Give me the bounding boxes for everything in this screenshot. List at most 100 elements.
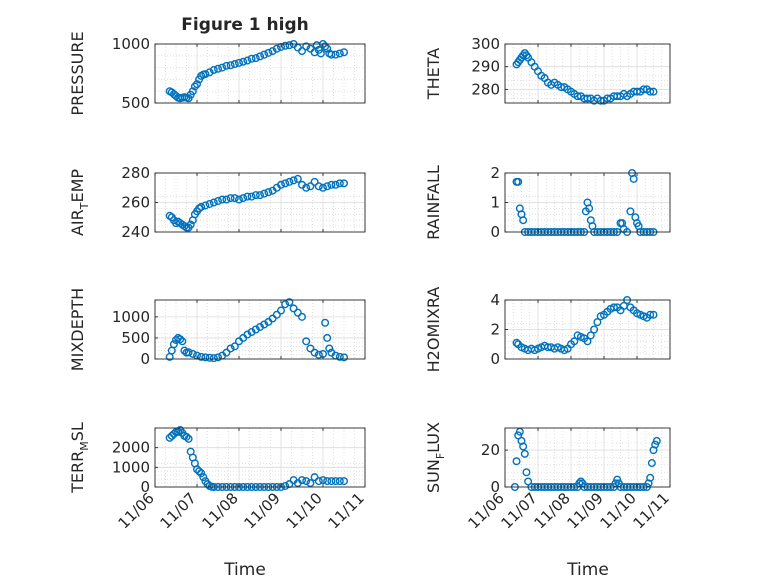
data-point bbox=[218, 63, 227, 72]
data-point bbox=[340, 477, 349, 486]
data-point bbox=[310, 177, 319, 186]
x-tick-label: 11/07 bbox=[498, 489, 541, 532]
data-point bbox=[209, 198, 218, 207]
data-point bbox=[199, 473, 208, 482]
data-point bbox=[613, 475, 622, 484]
data-point bbox=[613, 92, 622, 101]
data-point bbox=[298, 312, 307, 321]
data-point bbox=[243, 56, 252, 65]
data-point bbox=[230, 342, 239, 351]
axes-5: 0 500 1000 MIXDEPTH bbox=[68, 288, 366, 371]
x-axis-label-right: Time bbox=[566, 560, 609, 580]
y-tick-label: 4 bbox=[490, 291, 500, 309]
axes-1: 500 1000 PRESSURE bbox=[68, 31, 366, 116]
data-point bbox=[585, 204, 594, 213]
y-tick-label: 1 bbox=[490, 194, 500, 212]
y-axis-label: AIRTEMP bbox=[68, 169, 91, 236]
data-point bbox=[184, 348, 193, 357]
data-point bbox=[205, 353, 214, 362]
data-point bbox=[197, 469, 206, 478]
data-point bbox=[192, 465, 201, 474]
data-point bbox=[603, 94, 612, 103]
data-point bbox=[629, 174, 638, 183]
data-point bbox=[192, 80, 201, 89]
data-point bbox=[281, 179, 290, 188]
y-axis-label: RAINFALL bbox=[424, 165, 443, 240]
x-tick-label: 11/06 bbox=[465, 489, 508, 532]
data-point bbox=[302, 183, 311, 192]
data-point bbox=[323, 477, 332, 486]
data-point bbox=[306, 344, 315, 353]
y-tick-label: 280 bbox=[121, 164, 150, 182]
y-tick-label: 2000 bbox=[112, 439, 150, 457]
data-point bbox=[319, 183, 328, 192]
data-point bbox=[590, 325, 599, 334]
data-point bbox=[209, 65, 218, 74]
data-point bbox=[188, 87, 197, 96]
data-point bbox=[222, 348, 231, 357]
data-point bbox=[314, 350, 323, 359]
data-point bbox=[226, 61, 235, 70]
data-point bbox=[646, 473, 655, 482]
data-point bbox=[184, 434, 193, 443]
y-tick-label: 500 bbox=[121, 329, 150, 347]
data-point bbox=[514, 177, 523, 186]
y-tick-label: 1000 bbox=[112, 35, 150, 53]
data-point bbox=[243, 192, 252, 201]
axes-6: 0 2 4 H2OMIXRA bbox=[424, 287, 671, 372]
data-point bbox=[289, 304, 298, 313]
data-point bbox=[201, 353, 210, 362]
data-point bbox=[174, 427, 183, 436]
data-point bbox=[323, 333, 332, 342]
data-point bbox=[633, 87, 642, 96]
data-point bbox=[230, 60, 239, 69]
data-point bbox=[583, 337, 592, 346]
data-point bbox=[340, 179, 349, 188]
data-point bbox=[557, 83, 566, 92]
data-point bbox=[285, 41, 294, 50]
data-point bbox=[335, 477, 344, 486]
axes-3: 240 260 280 AIRTEMP bbox=[68, 164, 366, 241]
data-point bbox=[201, 70, 210, 79]
data-point bbox=[268, 47, 277, 56]
data-point bbox=[570, 337, 579, 346]
y-tick-label: 0 bbox=[490, 223, 500, 241]
data-point bbox=[306, 479, 315, 488]
data-point bbox=[319, 476, 328, 485]
data-point bbox=[302, 42, 311, 51]
data-point bbox=[583, 94, 592, 103]
axes-box bbox=[154, 427, 366, 488]
data-point bbox=[234, 195, 243, 204]
y-tick-label: 0 bbox=[490, 478, 500, 496]
axes-2: 280 290 300 THETA bbox=[424, 35, 671, 105]
data-point bbox=[293, 308, 302, 317]
data-point bbox=[335, 352, 344, 361]
axes-box bbox=[154, 299, 366, 360]
y-tick-label: 290 bbox=[471, 58, 500, 76]
y-tick-label: 1000 bbox=[112, 458, 150, 476]
x-tick-label: 11/09 bbox=[241, 489, 284, 532]
data-point bbox=[285, 298, 294, 307]
data-point bbox=[522, 468, 531, 477]
axes-box bbox=[504, 43, 671, 104]
data-point bbox=[651, 440, 660, 449]
data-point bbox=[281, 41, 290, 50]
data-point bbox=[182, 432, 191, 441]
data-point bbox=[335, 49, 344, 58]
data-point bbox=[573, 92, 582, 101]
x-axis-label-left: Time bbox=[223, 560, 266, 580]
data-point bbox=[251, 191, 260, 200]
data-point bbox=[327, 180, 336, 189]
data-point bbox=[167, 431, 176, 440]
data-point bbox=[321, 318, 330, 327]
data-point bbox=[321, 42, 330, 51]
data-point bbox=[195, 467, 204, 476]
data-point bbox=[226, 344, 235, 353]
data-point bbox=[646, 310, 655, 319]
data-point bbox=[197, 352, 206, 361]
y-tick-label: 300 bbox=[471, 35, 500, 53]
data-point bbox=[272, 310, 281, 319]
y-tick-label: 0 bbox=[140, 350, 150, 368]
data-point bbox=[197, 202, 206, 211]
